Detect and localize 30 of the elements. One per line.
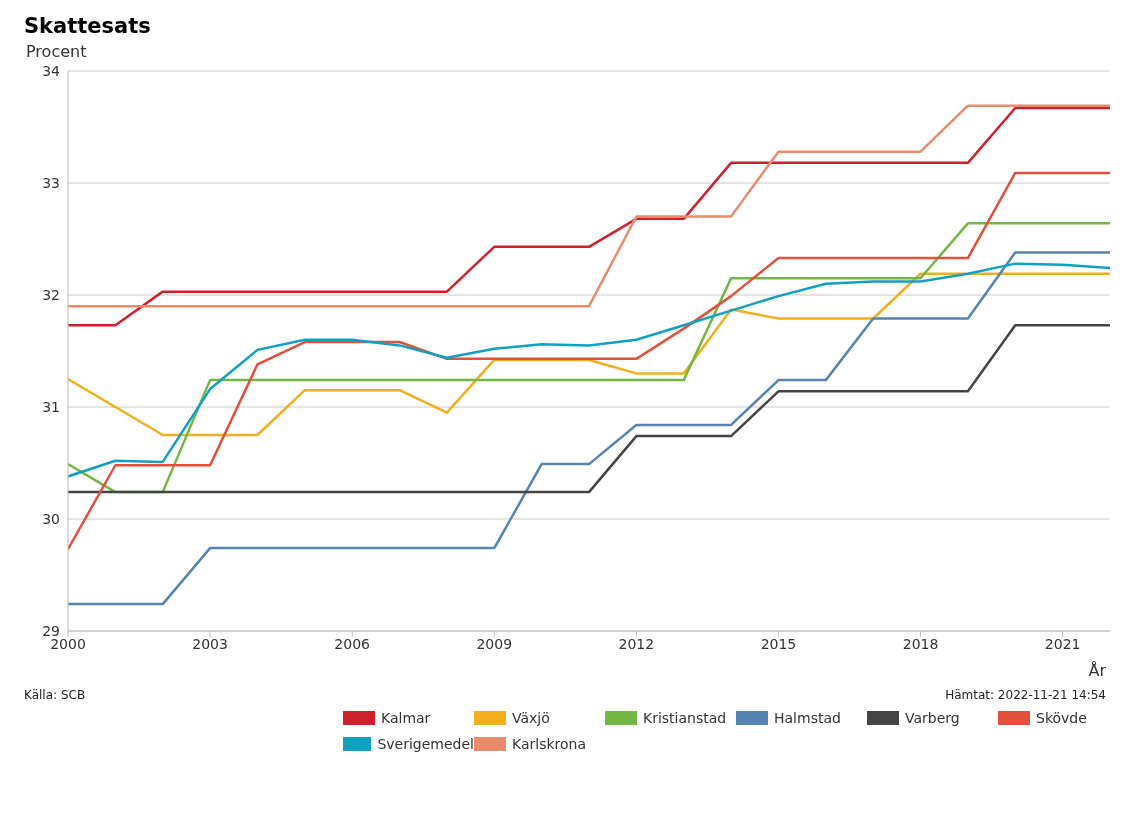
y-tick-label: 32 (42, 286, 60, 303)
line-series (68, 323, 1110, 494)
legend-label: Sverigemedel (377, 736, 474, 752)
y-tick-label: 30 (42, 510, 60, 527)
x-tick-label: 2015 (760, 635, 797, 652)
legend-label: Varberg (905, 710, 960, 726)
text: Källa: SCB (24, 688, 86, 702)
line-series (68, 222, 1110, 494)
legend-label: Karlskrona (512, 736, 587, 752)
chart-title: Skattesats (24, 14, 152, 38)
x-tick-label: 2003 (192, 635, 228, 652)
x-tick-label: 2009 (476, 635, 513, 652)
x-tick-label: 2021 (1044, 635, 1081, 652)
y-tick-label: 31 (42, 398, 60, 415)
legend-label: Växjö (512, 710, 550, 726)
x-axis-title: År (1087, 661, 1106, 680)
line-series (68, 171, 1110, 551)
y-tick-label: 33 (42, 174, 60, 191)
y-tick-label: 34 (42, 62, 61, 79)
x-tick-label: 2018 (902, 635, 939, 652)
line-series (68, 251, 1110, 606)
legend-label: Kristianstad (643, 710, 727, 726)
y-axis-title: Procent (26, 42, 88, 61)
x-tick-label: 2006 (334, 635, 371, 652)
text: Hämtat: 2022-11-21 14:54 (945, 688, 1106, 702)
legend-label: Halmstad (774, 710, 841, 726)
legend-label: Kalmar (381, 710, 431, 726)
line-series (68, 262, 1110, 478)
legend-label: Skövde (1036, 710, 1087, 726)
x-tick-label: 2012 (618, 635, 655, 652)
